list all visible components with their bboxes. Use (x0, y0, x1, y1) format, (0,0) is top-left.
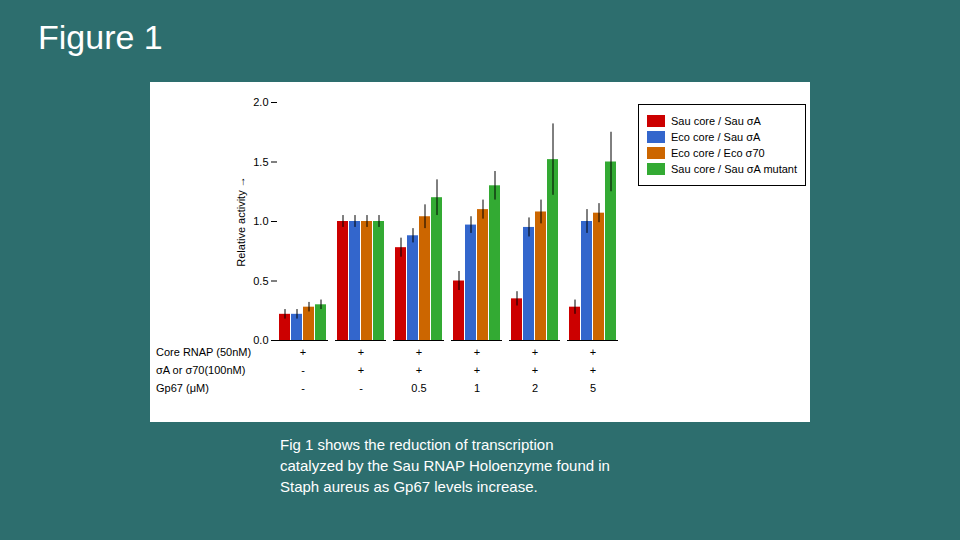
svg-text:+: + (532, 364, 538, 376)
svg-text:+: + (416, 364, 422, 376)
svg-text:+: + (474, 346, 480, 358)
html-text:Sau core / Sau σA: Sau core / Sau σA (671, 115, 761, 127)
svg-text:-: - (301, 382, 305, 394)
svg-text:-: - (359, 382, 363, 394)
svg-text:+: + (358, 364, 364, 376)
svg-text:+: + (532, 346, 538, 358)
svg-text:+: + (474, 364, 480, 376)
svg-text:1: 1 (474, 382, 480, 394)
html-text:Fig 1 shows the reduction of t: Fig 1 shows the reduction of transcripti… (280, 436, 554, 453)
svg-text:5: 5 (590, 382, 596, 394)
html-text:Staph aureus as Gp67 levels in: Staph aureus as Gp67 levels increase. (280, 478, 538, 495)
html-text:Core RNAP (50nM): Core RNAP (50nM) (156, 346, 252, 358)
svg-text:+: + (416, 346, 422, 358)
svg-text:+: + (358, 346, 364, 358)
html-text:σA or σ70(100nM): σA or σ70(100nM) (156, 364, 246, 376)
html-text:Eco core / Eco σ70: Eco core / Eco σ70 (671, 147, 765, 159)
svg-text:-: - (301, 364, 305, 376)
svg-text:0.5: 0.5 (253, 275, 268, 287)
svg-text:2.0: 2.0 (253, 96, 268, 108)
svg-text:1.0: 1.0 (253, 215, 268, 227)
svg-text:0.0: 0.0 (253, 334, 268, 346)
html-text:catalyzed by the Sau RNAP Holo: catalyzed by the Sau RNAP Holoenzyme fou… (280, 457, 610, 474)
svg-text:2: 2 (532, 382, 538, 394)
html-text:Sau core / Sau σA mutant: Sau core / Sau σA mutant (671, 163, 797, 175)
html-text:Figure 1: Figure 1 (38, 18, 163, 56)
svg-text:+: + (590, 364, 596, 376)
svg-text:+: + (300, 346, 306, 358)
svg-text:Relative activity →: Relative activity → (235, 176, 247, 266)
html-text:Eco core / Sau σA: Eco core / Sau σA (671, 131, 761, 143)
svg-text:0.5: 0.5 (411, 382, 426, 394)
svg-text:1.5: 1.5 (253, 156, 268, 168)
html-text:Gp67 (μM): Gp67 (μM) (156, 382, 209, 394)
svg-text:+: + (590, 346, 596, 358)
